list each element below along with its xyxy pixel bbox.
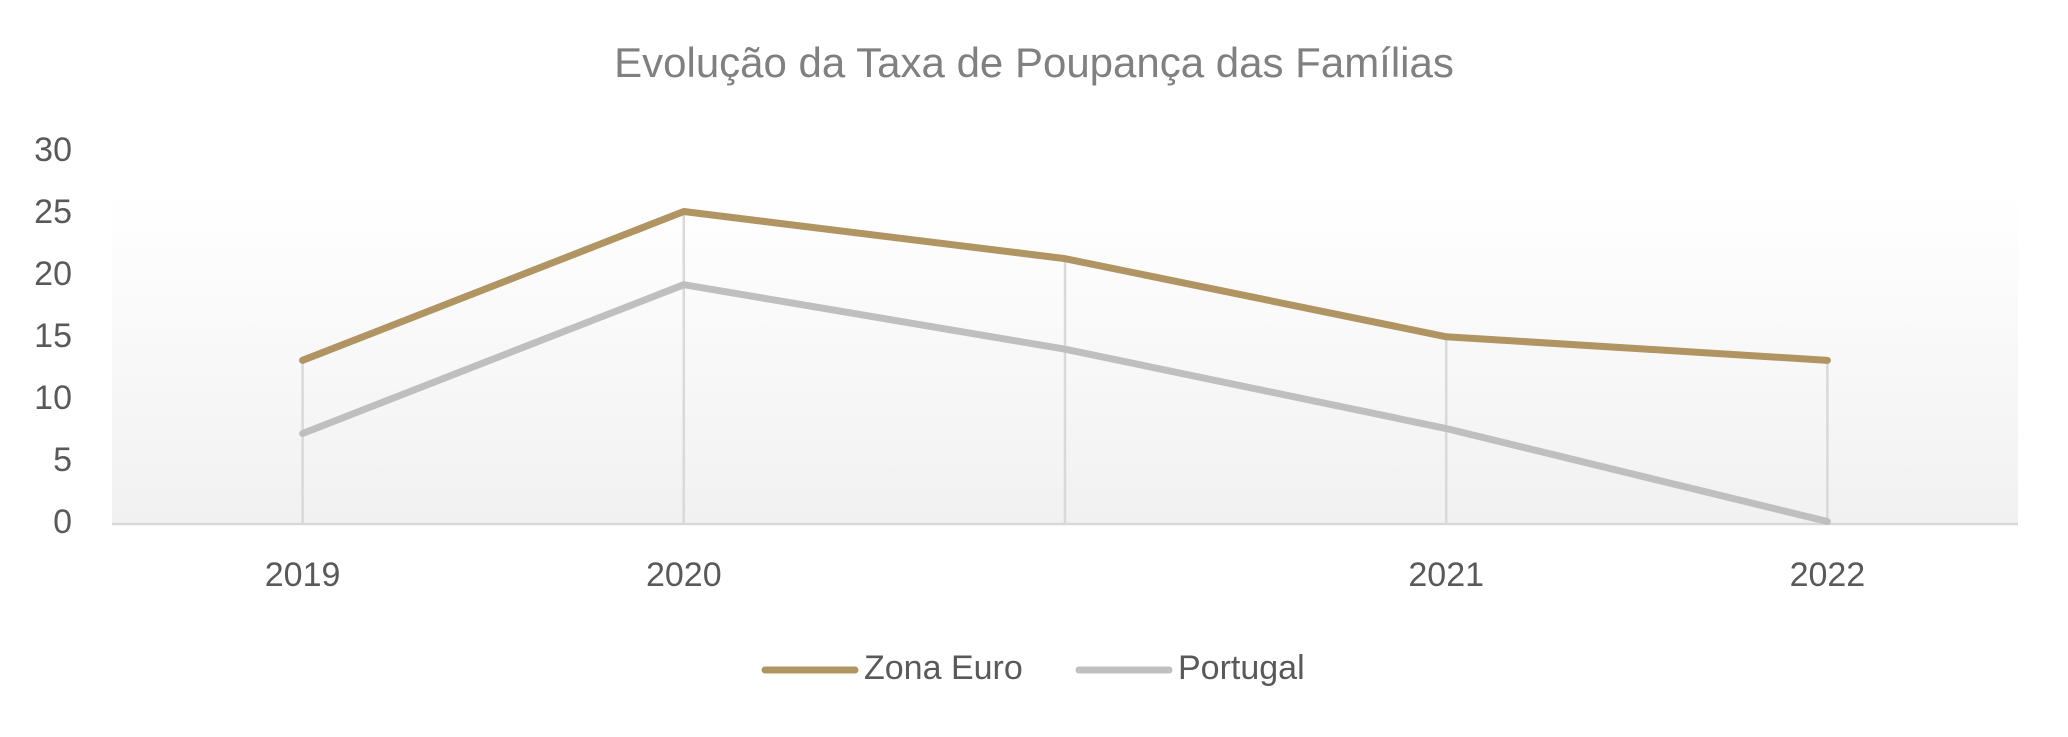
y-tick-label: 20	[34, 255, 72, 293]
series-line	[299, 208, 1831, 364]
y-tick-label: 15	[34, 317, 72, 355]
x-tick-label: 2021	[1408, 556, 1484, 594]
y-tick-label: 5	[53, 441, 72, 479]
x-tick-label: 2019	[265, 556, 341, 594]
series-line	[299, 281, 1831, 526]
x-tick-label: 2020	[646, 556, 722, 594]
y-tick-label: 10	[34, 379, 72, 417]
legend-label: Zona Euro	[864, 649, 1023, 687]
y-tick-label: 25	[34, 193, 72, 231]
legend-label: Portugal	[1178, 649, 1305, 687]
y-tick-label: 30	[34, 131, 72, 169]
x-tick-label: 2022	[1790, 556, 1866, 594]
chart-title: Evolução da Taxa de Poupança das Família…	[614, 39, 1454, 86]
y-tick-label: 0	[53, 503, 72, 541]
